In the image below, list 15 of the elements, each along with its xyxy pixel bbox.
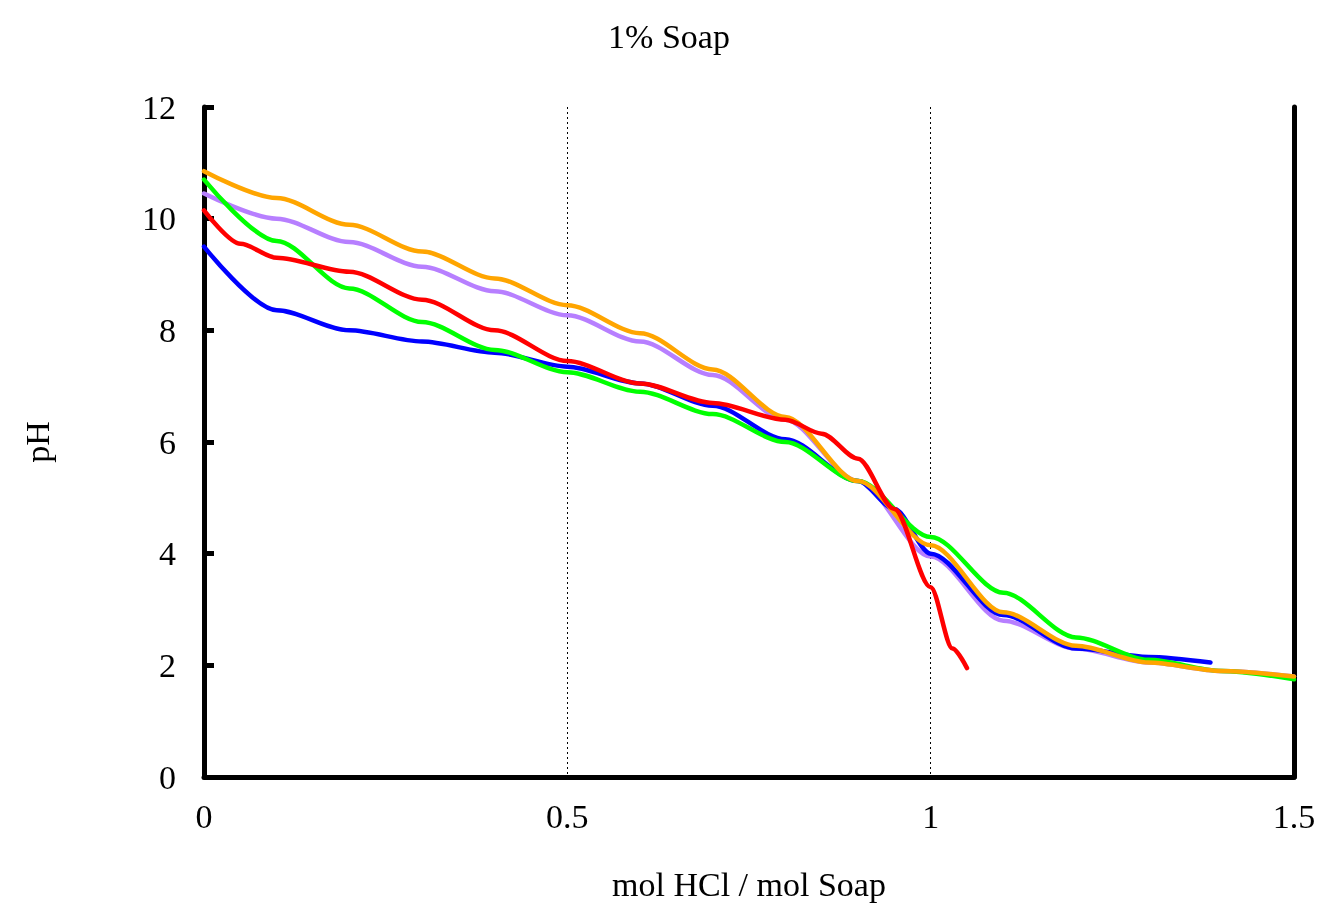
x-tick-label: 1.5 [1272,797,1316,835]
x-tick-label: 0.5 [546,797,589,835]
x-axis-title: mol HCl / mol Soap [612,865,886,903]
y-tick-label: 10 [142,200,176,238]
y-tick-label: 12 [142,88,176,126]
y-tick-label: 2 [159,646,176,684]
chart-title: 1% Soap [608,17,730,55]
y-tick-label: 4 [159,535,176,573]
line-series [201,208,970,671]
y-axis-title: pH [18,421,56,463]
y-tick-label: 6 [159,423,176,461]
x-tick-label: 0 [195,797,213,835]
y-tick-label: 0 [159,758,176,796]
x-tick-label: 1 [922,797,940,835]
y-tick-label: 8 [159,311,176,349]
